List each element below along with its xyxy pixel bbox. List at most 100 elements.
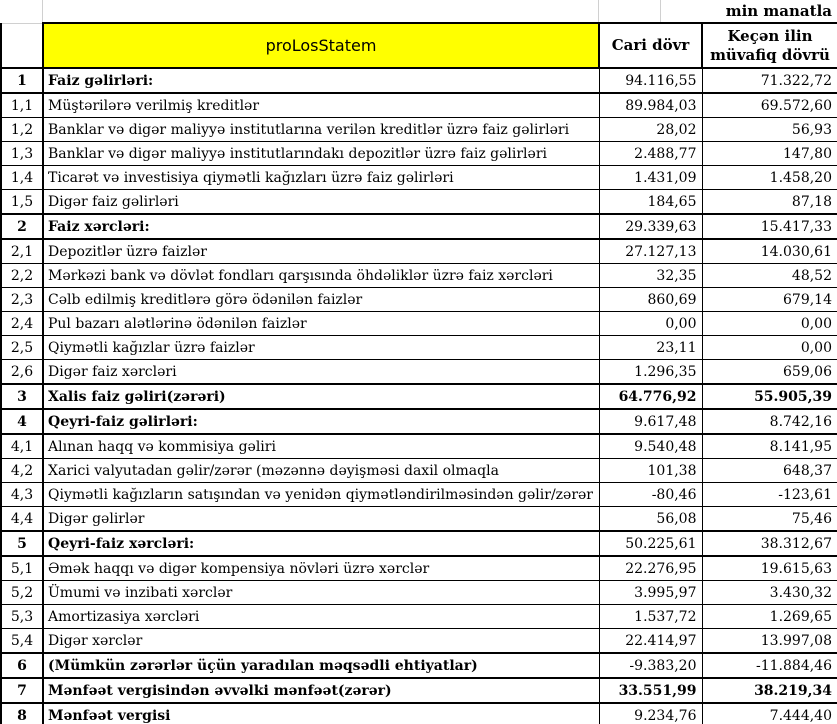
- row-label-cell: Banklar və digər maliyyə institutlarında…: [42, 141, 600, 166]
- table-row: 1,5 Digər faiz gəlirləri 184,65 87,18: [0, 189, 837, 215]
- current-period-value: 9.617,48: [598, 408, 703, 435]
- row-label-cell: Əmək haqqı və digər kompensiya növləri ü…: [42, 555, 600, 581]
- previous-period-value: 147,80: [701, 141, 837, 166]
- row-number-cell: 1,5: [0, 189, 44, 215]
- previous-period-value: 19.615,63: [701, 555, 837, 581]
- current-period-value: 89.984,03: [598, 92, 703, 118]
- table-row: 1,3 Banklar və digər maliyyə institutları…: [0, 141, 837, 166]
- current-period-value: 0,00: [598, 311, 703, 336]
- current-period-value: 2.488,77: [598, 141, 703, 166]
- current-period-value: 32,35: [598, 263, 703, 288]
- row-number-cell: 8: [0, 702, 44, 724]
- row-number-cell: 6: [0, 652, 44, 679]
- previous-period-value: 38.219,34: [701, 677, 837, 704]
- row-label-cell: Amortizasiya xərcləri: [42, 604, 600, 629]
- row-number-cell: 2,6: [0, 359, 44, 385]
- row-number-cell: 4,4: [0, 506, 44, 532]
- row-number-cell: 5,2: [0, 580, 44, 605]
- unit-note-row: min manatla: [0, 0, 837, 22]
- row-label-cell: Xalis faiz gəliri(zərəri): [42, 383, 600, 410]
- previous-period-value: -11.884,46: [701, 652, 837, 679]
- row-label-cell: Qiymətli kağızlar üzrə faizlər: [42, 335, 600, 360]
- row-number-cell: 4,1: [0, 433, 44, 459]
- previous-period-value: 3.430,32: [701, 580, 837, 605]
- row-label-cell: Mənfəət vergisindən əvvəlki mənfəət(zərə…: [42, 677, 600, 704]
- table-row: 5,4 Digər xərclər 22.414,97 13.997,08: [0, 628, 837, 654]
- row-number-cell: 1,1: [0, 92, 44, 118]
- previous-period-value: 1.269,65: [701, 604, 837, 629]
- previous-period-value: 69.572,60: [701, 92, 837, 118]
- current-period-value: 9.234,76: [598, 702, 703, 724]
- table-row: 4,1 Alınan haqq və kommisiya gəliri 9.540,…: [0, 433, 837, 459]
- previous-period-value: 8.742,16: [701, 408, 837, 435]
- row-number-cell: 2,5: [0, 335, 44, 360]
- previous-period-value: 55.905,39: [701, 383, 837, 410]
- previous-period-value: 48,52: [701, 263, 837, 288]
- table-row: 2 Faiz xərcləri: 29.339,63 15.417,33: [0, 213, 837, 240]
- table-row: 2,6 Digər faiz xərcləri 1.296,35 659,06: [0, 359, 837, 385]
- table-row: 6 (Mümkün zərərlər üçün yaradılan məqsədl…: [0, 652, 837, 679]
- unit-note: min manatla: [725, 2, 832, 20]
- row-label-cell: (Mümkün zərərlər üçün yaradılan məqsədli…: [42, 652, 600, 679]
- row-label-cell: Digər gəlirlər: [42, 506, 600, 532]
- header-statement-name: proLosStatem: [42, 22, 600, 69]
- previous-period-value: 679,14: [701, 287, 837, 312]
- header-number-column: [0, 22, 44, 69]
- statement-table-body: 1 Faiz gəlirləri: 94.116,55 71.322,72 1,1 Müş…: [0, 67, 837, 724]
- row-number-cell: 2: [0, 213, 44, 240]
- current-period-value: 23,11: [598, 335, 703, 360]
- row-label-cell: Ümumi və inzibati xərclər: [42, 580, 600, 605]
- header-current-period: Cari dövr: [598, 22, 703, 69]
- previous-period-value: 15.417,33: [701, 213, 837, 240]
- current-period-value: 29.339,63: [598, 213, 703, 240]
- row-label-cell: Digər faiz gəlirləri: [42, 189, 600, 215]
- row-number-cell: 2,2: [0, 263, 44, 288]
- row-label-cell: Mərkəzi bank və dövlət fondları qarşısın…: [42, 263, 600, 288]
- previous-period-value: 1.458,20: [701, 165, 837, 190]
- statement-table: proLosStatem Cari dövr Keçən ilin müvafi…: [0, 22, 837, 724]
- row-number-cell: 2,4: [0, 311, 44, 336]
- table-row: 5,1 Əmək haqqı və digər kompensiya növlər…: [0, 555, 837, 581]
- current-period-value: 1.431,09: [598, 165, 703, 190]
- row-number-cell: 2,1: [0, 238, 44, 264]
- table-row: 2,5 Qiymətli kağızlar üzrə faizlər 23,11 0,…: [0, 335, 837, 360]
- current-period-value: 94.116,55: [598, 67, 703, 94]
- previous-period-value: 14.030,61: [701, 238, 837, 264]
- current-period-value: 50.225,61: [598, 530, 703, 557]
- current-period-value: 33.551,99: [598, 677, 703, 704]
- current-period-value: 28,02: [598, 117, 703, 142]
- table-row: 2,3 Cəlb edilmiş kreditlərə görə ödənilən…: [0, 287, 837, 312]
- current-period-value: -80,46: [598, 482, 703, 507]
- row-number-cell: 3: [0, 383, 44, 410]
- row-label-cell: Cəlb edilmiş kreditlərə görə ödənilən fa…: [42, 287, 600, 312]
- previous-period-value: 648,37: [701, 458, 837, 483]
- current-period-value: 56,08: [598, 506, 703, 532]
- previous-period-value: -123,61: [701, 482, 837, 507]
- row-label-cell: Mənfəət vergisi: [42, 702, 600, 724]
- row-number-cell: 7: [0, 677, 44, 704]
- row-number-cell: 5: [0, 530, 44, 557]
- table-row: 1,2 Banklar və digər maliyyə institutları…: [0, 117, 837, 142]
- row-number-cell: 4: [0, 408, 44, 435]
- table-row: 7 Mənfəət vergisindən əvvəlki mənfəət(zər…: [0, 677, 837, 704]
- row-number-cell: 1,3: [0, 141, 44, 166]
- table-row: 1,4 Ticarət və investisiya qiymətli kağız…: [0, 165, 837, 190]
- row-label-cell: Müştərilərə verilmiş kreditlər: [42, 92, 600, 118]
- table-row: 1,1 Müştərilərə verilmiş kreditlər 89.984,…: [0, 92, 837, 118]
- previous-period-value: 0,00: [701, 335, 837, 360]
- current-period-value: 22.276,95: [598, 555, 703, 581]
- table-row: 4,3 Qiymətli kağızların satışından və yen…: [0, 482, 837, 507]
- table-row: 4 Qeyri-faiz gəlirləri: 9.617,48 8.742,16: [0, 408, 837, 435]
- row-label-cell: Faiz gəlirləri:: [42, 67, 600, 94]
- current-period-value: 64.776,92: [598, 383, 703, 410]
- row-label-cell: Alınan haqq və kommisiya gəliri: [42, 433, 600, 459]
- row-number-cell: 4,2: [0, 458, 44, 483]
- row-number-cell: 2,3: [0, 287, 44, 312]
- row-label-cell: Xarici valyutadan gəlir/zərər (məzənnə d…: [42, 458, 600, 483]
- table-row: 8 Mənfəət vergisi 9.234,76 7.444,40: [0, 702, 837, 724]
- row-label-cell: Banklar və digər maliyyə institutlarına …: [42, 117, 600, 142]
- row-number-cell: 5,3: [0, 604, 44, 629]
- previous-period-value: 56,93: [701, 117, 837, 142]
- previous-period-value: 8.141,95: [701, 433, 837, 459]
